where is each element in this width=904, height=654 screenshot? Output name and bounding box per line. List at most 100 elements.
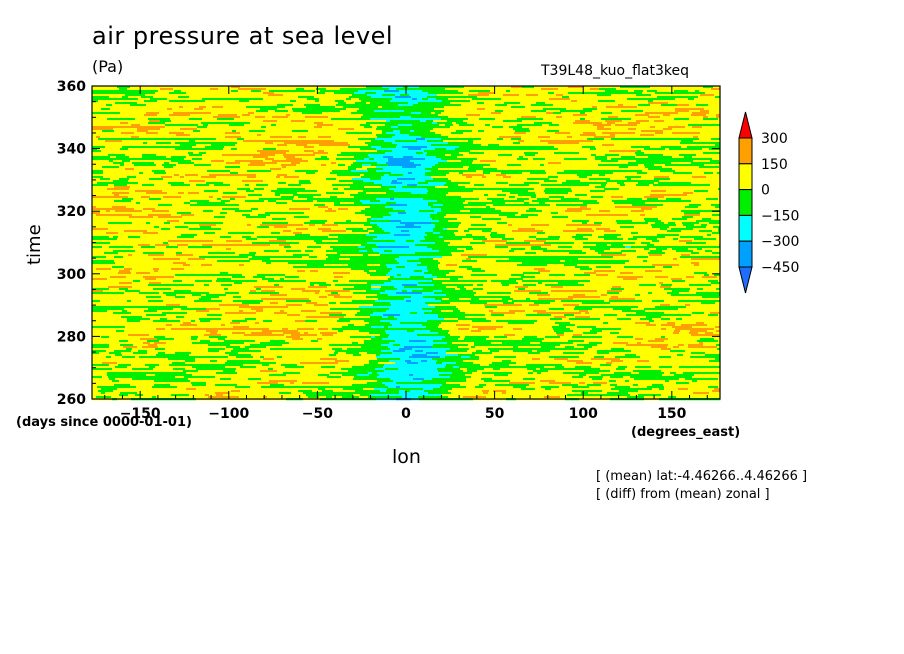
heat-cell bbox=[435, 244, 442, 247]
heat-cell bbox=[236, 130, 250, 133]
heat-cell bbox=[406, 142, 413, 145]
heat-cell bbox=[351, 170, 369, 173]
heat-cell bbox=[470, 100, 482, 103]
heat-cell bbox=[614, 102, 630, 105]
heat-cell bbox=[337, 232, 353, 235]
heat-cell bbox=[576, 150, 590, 153]
heat-cell bbox=[574, 196, 579, 199]
heat-cell bbox=[180, 242, 194, 245]
heat-cell bbox=[623, 106, 638, 109]
heat-cell bbox=[538, 152, 555, 155]
heat-cell bbox=[346, 98, 352, 101]
heat-cell bbox=[427, 146, 433, 149]
heat-cell bbox=[562, 182, 579, 185]
heat-cell bbox=[92, 110, 97, 113]
heat-cell bbox=[204, 162, 217, 165]
heat-cell bbox=[485, 116, 500, 119]
heat-cell bbox=[705, 132, 712, 135]
heat-cell bbox=[559, 234, 569, 237]
heat-cell bbox=[100, 242, 111, 245]
heat-cell bbox=[287, 192, 298, 195]
heat-cell bbox=[145, 94, 156, 97]
heat-cell bbox=[92, 174, 100, 177]
heat-cell bbox=[564, 104, 573, 107]
heat-cell bbox=[92, 86, 101, 89]
heat-cell bbox=[496, 182, 509, 185]
heat-cell bbox=[338, 128, 355, 131]
heat-cell bbox=[272, 238, 278, 241]
heat-cell bbox=[169, 244, 178, 247]
heat-cell bbox=[492, 126, 504, 129]
heat-cell bbox=[356, 120, 370, 123]
heat-cell bbox=[374, 204, 391, 207]
heat-cell bbox=[449, 166, 464, 169]
heat-cell bbox=[202, 238, 208, 241]
heat-cell bbox=[665, 174, 679, 177]
heat-cell bbox=[322, 230, 331, 233]
heat-cell bbox=[572, 144, 590, 147]
heat-cell bbox=[373, 238, 390, 241]
heat-cell bbox=[426, 120, 434, 123]
heat-cell bbox=[450, 216, 465, 219]
heat-cell bbox=[190, 184, 197, 187]
heat-cell bbox=[332, 148, 338, 151]
heat-cell bbox=[671, 124, 689, 127]
heat-cell bbox=[507, 240, 525, 243]
heat-cell bbox=[377, 156, 384, 159]
heat-cell bbox=[513, 128, 530, 131]
heat-cell bbox=[688, 170, 705, 173]
heat-cell bbox=[362, 166, 377, 169]
heat-cell bbox=[509, 166, 522, 169]
heat-cell bbox=[136, 176, 147, 179]
heat-cell bbox=[651, 200, 668, 203]
heat-cell bbox=[702, 196, 712, 199]
heat-cell bbox=[519, 234, 534, 237]
heat-cell bbox=[230, 170, 248, 173]
heat-cell bbox=[117, 208, 135, 211]
heat-cell bbox=[453, 94, 469, 97]
time-units-label: (days since 0000-01-01) bbox=[16, 415, 192, 430]
heat-cell bbox=[631, 88, 640, 91]
heat-cell bbox=[112, 98, 120, 101]
heat-cell bbox=[347, 202, 355, 205]
heat-cell bbox=[346, 148, 361, 151]
heat-cell bbox=[129, 156, 143, 159]
heat-cell bbox=[637, 222, 649, 225]
heat-cell bbox=[258, 158, 266, 161]
heat-cell bbox=[553, 104, 565, 107]
heat-cell bbox=[420, 230, 430, 233]
heat-cell bbox=[109, 134, 124, 137]
heat-cell bbox=[247, 182, 262, 185]
heat-cell bbox=[355, 212, 373, 215]
heat-cell bbox=[596, 228, 611, 231]
heat-cell bbox=[140, 152, 148, 155]
heat-cell bbox=[340, 110, 349, 113]
heat-cell bbox=[360, 148, 370, 151]
heat-cell bbox=[275, 98, 290, 101]
heat-cell bbox=[654, 244, 666, 247]
heat-cell bbox=[642, 170, 656, 173]
heat-cell bbox=[499, 146, 517, 149]
heat-cell bbox=[463, 224, 468, 227]
heat-cell bbox=[173, 248, 182, 251]
heat-cell bbox=[124, 162, 133, 165]
heat-cell bbox=[401, 206, 408, 209]
heat-cell bbox=[361, 240, 379, 243]
heat-cell bbox=[96, 204, 101, 207]
heat-cell bbox=[615, 176, 626, 179]
heat-cell bbox=[657, 90, 675, 93]
heat-cell bbox=[220, 194, 234, 197]
heat-cell bbox=[323, 146, 332, 149]
heat-cell bbox=[420, 244, 436, 247]
heat-cell bbox=[184, 158, 193, 161]
heat-cell bbox=[432, 98, 437, 101]
heat-cell bbox=[370, 222, 386, 225]
heat-cell bbox=[446, 206, 457, 209]
heat-cell bbox=[321, 194, 329, 197]
heat-cell bbox=[693, 244, 704, 247]
heat-cell bbox=[472, 226, 479, 229]
heat-cell bbox=[238, 172, 249, 175]
heat-cell bbox=[142, 184, 150, 187]
heat-cell bbox=[478, 92, 495, 95]
heat-cell bbox=[543, 98, 550, 101]
